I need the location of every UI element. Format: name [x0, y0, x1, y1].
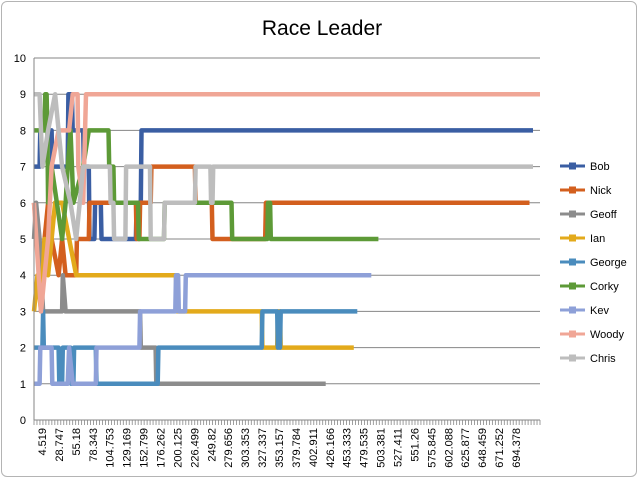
x-tick-label: 575.845: [426, 428, 438, 468]
series-line-corky: [34, 91, 379, 242]
y-tick-label: 9: [20, 89, 26, 101]
x-tick-label: 402.911: [308, 428, 320, 467]
legend-label-kev: Kev: [590, 305, 609, 317]
legend-marker-geoff: [569, 210, 576, 218]
gridlines: [34, 57, 540, 385]
legend-marker-nick: [569, 186, 576, 194]
legend-marker-kev: [569, 306, 576, 314]
y-tick-label: 1: [20, 379, 26, 391]
x-tick-label: 426.166: [325, 428, 337, 468]
legend-marker-chris: [569, 354, 576, 362]
legend-label-nick: Nick: [590, 185, 612, 197]
x-tick-label: 4.519: [37, 428, 49, 456]
x-tick-label: 176.262: [156, 428, 168, 468]
axes: 0 1 2 3 4 5 6 7 8 9 10 4.519 28.747 55.18 78.343 104.75…: [14, 53, 541, 468]
y-tick-label: 5: [20, 234, 26, 246]
y-tick-label: 0: [20, 415, 26, 427]
x-tick-label: 453.333: [342, 428, 354, 468]
x-tick-label: 671.252: [494, 428, 506, 468]
y-tick-label: 7: [20, 162, 26, 174]
x-tick-label: 694.378: [511, 428, 523, 468]
x-tick-label: 104.753: [105, 428, 117, 468]
legend-label-corky: Corky: [590, 281, 619, 293]
legend-label-chris: Chris: [590, 353, 616, 365]
y-tick-label: 6: [20, 198, 26, 210]
legend-marker-ian: [569, 234, 576, 242]
legend-marker-bob: [569, 162, 576, 170]
x-tick-label: 527.411: [393, 428, 405, 467]
y-tick-label: 4: [20, 270, 26, 282]
legend-label-geoff: Geoff: [590, 209, 618, 221]
x-tick-label: 55.18: [71, 428, 83, 456]
x-tick-label: 28.747: [54, 428, 66, 462]
x-tick-label: 551.26: [409, 428, 421, 462]
x-tick-label: 200.125: [172, 428, 184, 468]
x-tick-label: 479.535: [359, 428, 371, 468]
legend-label-george: George: [590, 257, 627, 269]
legend-marker-corky: [569, 282, 576, 290]
x-tick-label: 279.656: [223, 428, 235, 468]
x-tick-label: 625.877: [460, 428, 472, 468]
x-tick-label: 129.169: [122, 428, 134, 468]
x-tick-label: 152.799: [139, 428, 151, 468]
x-tick-label: 78.343: [88, 428, 100, 462]
chart-title: Race Leader: [262, 17, 382, 40]
x-tick-label: 303.353: [240, 428, 252, 468]
x-tick-label: 503.381: [376, 428, 388, 468]
series-line-chris: [34, 91, 533, 242]
legend-label-ian: Ian: [590, 233, 605, 245]
y-tick-label: 10: [14, 53, 26, 65]
legend-marker-woody: [569, 330, 576, 338]
series-line-kev: [34, 272, 372, 387]
x-tick-label: 353.157: [274, 428, 286, 468]
x-tick-label: 648.459: [477, 428, 489, 468]
y-tick-label: 2: [20, 343, 26, 355]
x-tick-label: 249.82: [206, 428, 218, 462]
legend-label-bob: Bob: [590, 161, 610, 173]
y-tick-label: 3: [20, 306, 26, 318]
legend: Bob Nick Geoff Ian George Corky Kev Woody Chris: [560, 161, 627, 365]
x-tick-label: 327.337: [257, 428, 269, 468]
series-line-geoff: [31, 200, 326, 387]
legend-label-woody: Woody: [590, 329, 625, 341]
y-tick-label: 8: [20, 125, 26, 137]
x-tick-label: 602.088: [443, 428, 455, 468]
x-tick-label: 379.784: [291, 428, 303, 468]
x-tick-label: 226.499: [189, 428, 201, 468]
legend-marker-george: [569, 258, 576, 266]
series-lines: [31, 91, 540, 387]
